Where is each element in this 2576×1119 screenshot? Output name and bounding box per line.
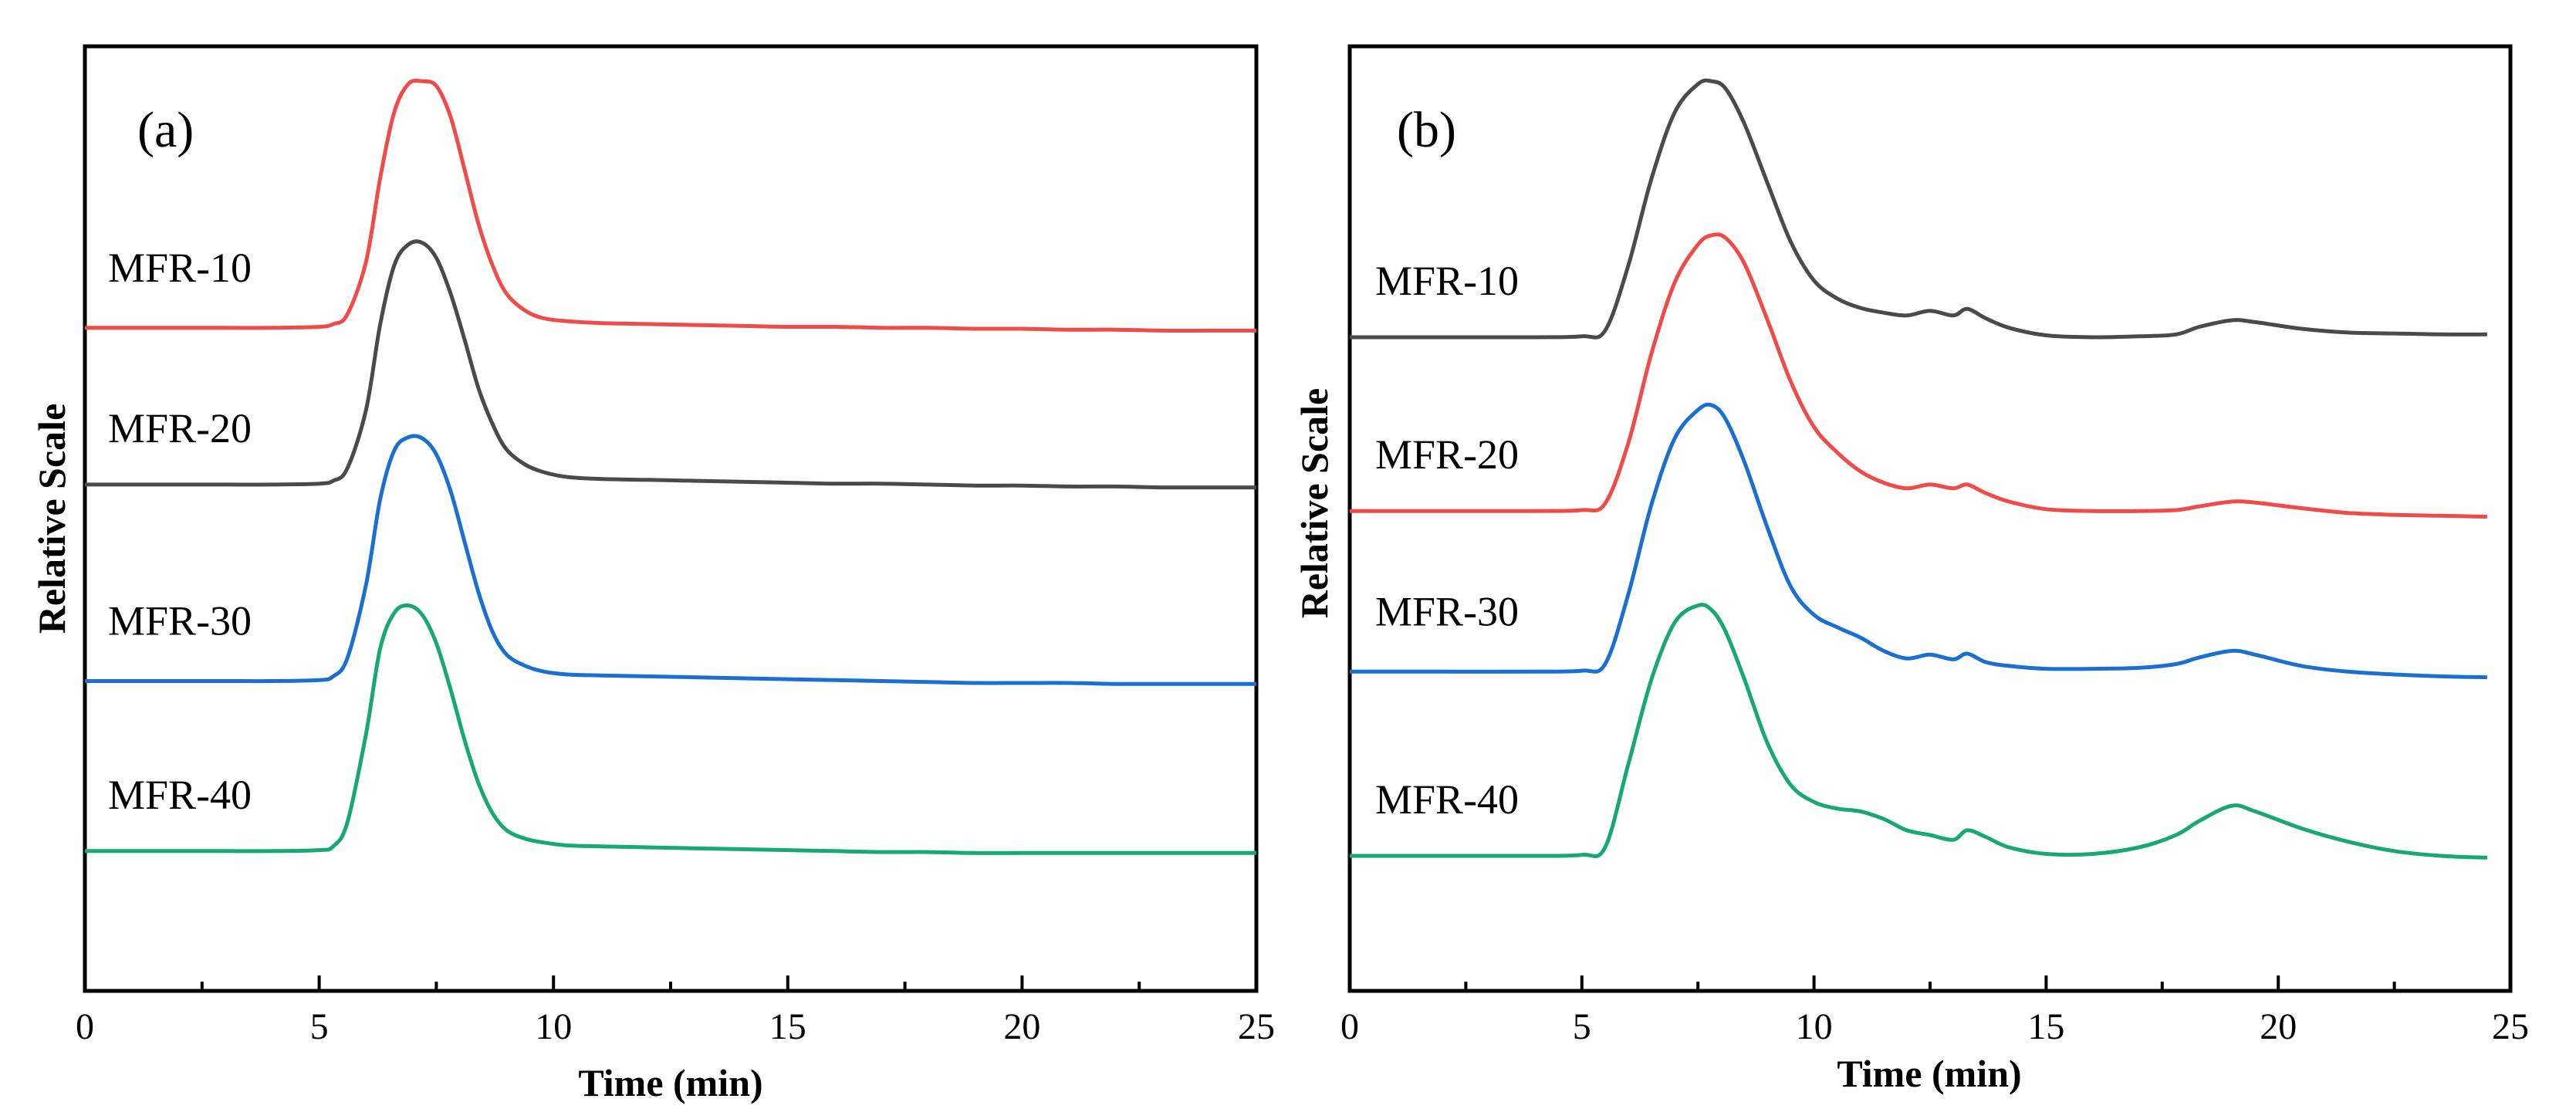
y-axis-title-a: Relative Scale <box>30 404 73 634</box>
series-label-mfr-40: MFR-40 <box>1375 776 1519 823</box>
x-tick-label: 20 <box>1003 1006 1040 1047</box>
series-label-mfr-40: MFR-40 <box>108 772 252 818</box>
series-line-mfr-10 <box>1350 78 2487 340</box>
x-tick-label: 15 <box>769 1006 806 1047</box>
x-tick-label: 10 <box>535 1006 572 1047</box>
x-tick-label: 0 <box>76 1006 94 1047</box>
x-tick-label: 5 <box>1573 1006 1591 1047</box>
x-tick-label: 10 <box>1796 1006 1833 1047</box>
x-axis-title-b: Time (min) <box>1837 1052 2021 1095</box>
series-label-mfr-10: MFR-10 <box>108 245 252 291</box>
series-label-mfr-20: MFR-20 <box>1375 431 1519 478</box>
x-tick-label: 25 <box>1238 1006 1275 1047</box>
x-tick-label: 20 <box>2260 1006 2297 1047</box>
series-line-mfr-20 <box>1349 232 2487 519</box>
series-label-mfr-10: MFR-10 <box>1375 258 1519 304</box>
x-tick-label: 25 <box>2492 1006 2529 1047</box>
series-line-mfr-10 <box>84 78 1256 333</box>
series-lines-a: MFR-10 MFR-20 MFR-30 MFR-40 <box>84 78 1256 855</box>
series-label-mfr-30: MFR-30 <box>108 598 252 644</box>
series-line-mfr-20 <box>84 239 1256 490</box>
plot-frame-b <box>1347 44 2513 993</box>
series-label-mfr-30: MFR-30 <box>1375 588 1519 634</box>
x-tick-label: 15 <box>2027 1006 2064 1047</box>
x-ticks-a: 0 5 10 15 20 25 <box>76 975 1275 1047</box>
y-axis-title-b: Relative Scale <box>1293 388 1336 619</box>
panel-label-b: (b) <box>1397 102 1456 158</box>
panel-label-a: (a) <box>137 102 194 158</box>
series-line-mfr-30 <box>1350 402 2487 680</box>
series-label-mfr-20: MFR-20 <box>108 405 252 451</box>
series-lines-b: MFR-10 MFR-20 MFR-30 MFR-40 <box>1349 78 2487 860</box>
series-line-mfr-40 <box>1349 603 2487 860</box>
x-tick-label: 0 <box>1340 1006 1359 1047</box>
series-line-mfr-40 <box>85 603 1256 855</box>
x-axis-title-a: Time (min) <box>578 1061 762 1104</box>
x-ticks-b: 0 5 10 15 20 25 <box>1340 975 2529 1047</box>
x-tick-label: 5 <box>310 1006 329 1047</box>
series-line-mfr-30 <box>85 434 1256 686</box>
